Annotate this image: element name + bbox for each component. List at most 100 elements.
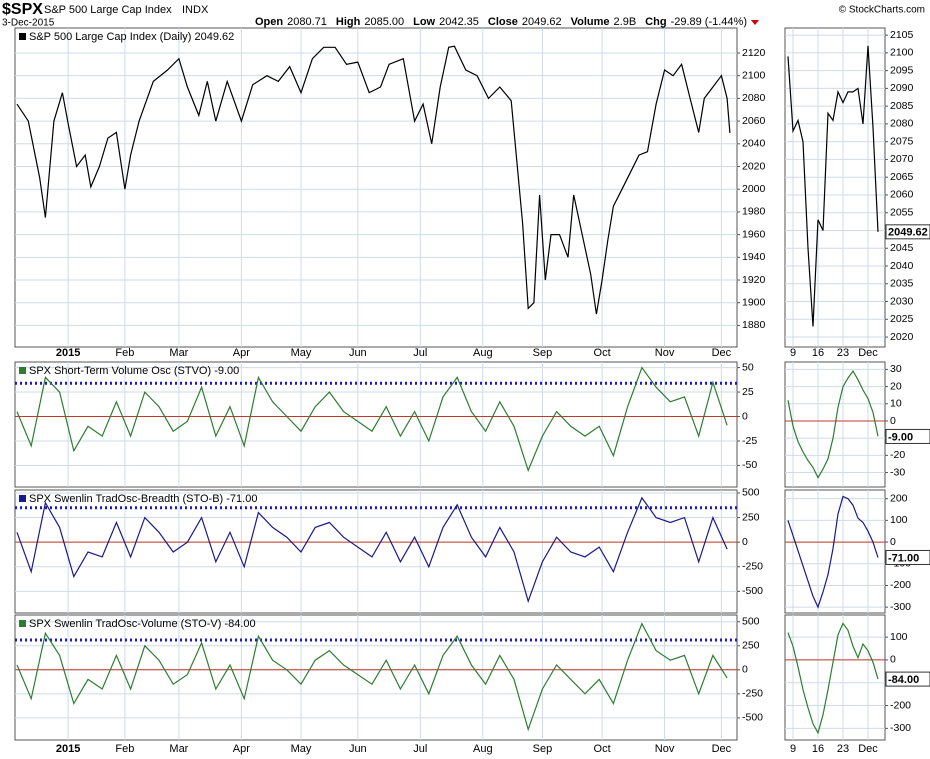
x-tick-label: Nov bbox=[655, 347, 675, 359]
panel-title: SPX Short-Term Volume Osc (STVO) -9.00 bbox=[29, 365, 239, 377]
x-tick-label: 9 bbox=[790, 347, 796, 359]
copyright: © StockCharts.com bbox=[839, 5, 925, 16]
y-tick-label: 2020 bbox=[890, 331, 914, 343]
data-line bbox=[16, 622, 728, 732]
x-tick-label: Jun bbox=[349, 743, 367, 755]
y-tick-label: 0 bbox=[890, 415, 896, 427]
stat-label: High bbox=[336, 16, 361, 28]
y-tick-label: 2030 bbox=[890, 295, 914, 307]
y-tick-label: -200 bbox=[890, 699, 911, 711]
y-tick-label: 250 bbox=[742, 511, 760, 523]
last-value-box bbox=[885, 224, 930, 240]
x-tick-label: Aug bbox=[473, 743, 493, 755]
x-tick-label: Sep bbox=[533, 347, 553, 359]
y-tick-label: 0 bbox=[742, 664, 748, 676]
data-line bbox=[16, 366, 728, 473]
y-tick-label: 100 bbox=[890, 631, 908, 643]
y-tick-label: 2100 bbox=[890, 47, 914, 59]
x-tick-label: Jun bbox=[349, 347, 367, 359]
y-tick-label: 2085 bbox=[890, 100, 914, 112]
y-tick-label: 25 bbox=[742, 386, 754, 398]
stat-value: 2080.71 bbox=[287, 16, 327, 28]
y-tick-label: 2025 bbox=[890, 313, 914, 325]
index-name: S&P 500 Large Cap Index bbox=[44, 4, 172, 16]
x-tick-label: Dec bbox=[712, 347, 732, 359]
y-tick-label: 2040 bbox=[742, 138, 766, 150]
x-tick-label: Mar bbox=[169, 743, 188, 755]
y-tick-label: 2055 bbox=[890, 207, 914, 219]
x-tick-label: May bbox=[291, 743, 312, 755]
y-tick-label: 1940 bbox=[742, 251, 766, 263]
y-tick-label: -30 bbox=[890, 466, 905, 478]
y-tick-label: 500 bbox=[742, 487, 760, 499]
y-tick-label: 1980 bbox=[742, 206, 766, 218]
y-tick-label: 1880 bbox=[742, 319, 766, 331]
stat-value: 2042.35 bbox=[439, 16, 479, 28]
y-tick-label: 250 bbox=[742, 640, 760, 652]
x-tick-label: 23 bbox=[837, 347, 849, 359]
x-tick-label: Feb bbox=[115, 347, 134, 359]
y-tick-label: 0 bbox=[742, 410, 748, 422]
panel-title: SPX Swenlin TradOsc-Breadth (STO-B) -71.… bbox=[29, 493, 257, 505]
stat-value: -29.89 (-1.44%) bbox=[671, 16, 747, 28]
y-tick-label: 2080 bbox=[890, 118, 914, 130]
y-tick-label: 2095 bbox=[890, 64, 914, 76]
y-tick-label: -300 bbox=[890, 601, 911, 613]
stat-label: Open bbox=[255, 16, 283, 28]
y-tick-label: 2060 bbox=[742, 115, 766, 127]
y-tick-label: 200 bbox=[890, 492, 908, 504]
y-tick-label: 100 bbox=[890, 514, 908, 526]
date: 3-Dec-2015 bbox=[2, 18, 55, 29]
x-tick-label: Aug bbox=[473, 347, 493, 359]
last-value-label: -9.00 bbox=[888, 431, 913, 443]
y-tick-label: 2105 bbox=[890, 29, 914, 41]
y-tick-label: 1920 bbox=[742, 274, 766, 286]
y-tick-label: 2060 bbox=[890, 189, 914, 201]
stat-value: 2.9B bbox=[614, 16, 637, 28]
y-tick-label: 2100 bbox=[742, 69, 766, 81]
last-value-box bbox=[885, 549, 930, 565]
symbol: $SPX bbox=[2, 1, 43, 18]
last-value-label: -71.00 bbox=[888, 552, 919, 564]
y-tick-label: 2120 bbox=[742, 47, 766, 59]
last-value-box bbox=[885, 428, 930, 444]
y-tick-label: -500 bbox=[742, 585, 763, 597]
x-tick-label: Mar bbox=[169, 347, 188, 359]
y-tick-label: 30 bbox=[890, 363, 902, 375]
y-tick-label: 0 bbox=[742, 536, 748, 548]
y-tick-label: -50 bbox=[742, 459, 757, 471]
panel bbox=[784, 489, 886, 614]
y-tick-label: 2080 bbox=[742, 92, 766, 104]
y-tick-label: 2040 bbox=[890, 260, 914, 272]
last-value-label: 2049.62 bbox=[888, 227, 928, 239]
y-tick-label: 2090 bbox=[890, 82, 914, 94]
y-tick-label: -25 bbox=[742, 435, 757, 447]
y-tick-label: 2070 bbox=[890, 153, 914, 165]
y-tick-label: 50 bbox=[742, 361, 754, 373]
y-tick-label: 2000 bbox=[742, 183, 766, 195]
x-tick-label: Jul bbox=[413, 743, 427, 755]
stat-label: Volume bbox=[571, 16, 610, 28]
x-tick-label: Dec bbox=[712, 743, 732, 755]
title-marker bbox=[19, 33, 26, 40]
x-tick-label: Dec bbox=[858, 347, 878, 359]
stat-label: Low bbox=[413, 16, 435, 28]
y-tick-label: 0 bbox=[890, 536, 896, 548]
x-tick-label: Nov bbox=[655, 743, 675, 755]
y-tick-label: -200 bbox=[890, 579, 911, 591]
panel bbox=[14, 489, 738, 614]
panel-title: SPX Swenlin TradOsc-Volume (STO-V) -84.0… bbox=[29, 618, 256, 630]
x-tick-label: May bbox=[291, 347, 312, 359]
last-value-label: -84.00 bbox=[888, 674, 919, 686]
y-tick-label: 500 bbox=[742, 616, 760, 628]
data-line bbox=[16, 496, 728, 604]
exchange: INDX bbox=[182, 4, 209, 16]
y-tick-label: -250 bbox=[742, 561, 763, 573]
x-tick-label: Sep bbox=[533, 743, 553, 755]
data-line bbox=[787, 370, 879, 479]
x-tick-label: 23 bbox=[837, 743, 849, 755]
x-tick-label: Dec bbox=[858, 743, 878, 755]
panel-title: S&P 500 Large Cap Index (Daily) 2049.62 bbox=[29, 31, 234, 43]
stat-value: 2049.62 bbox=[522, 16, 562, 28]
